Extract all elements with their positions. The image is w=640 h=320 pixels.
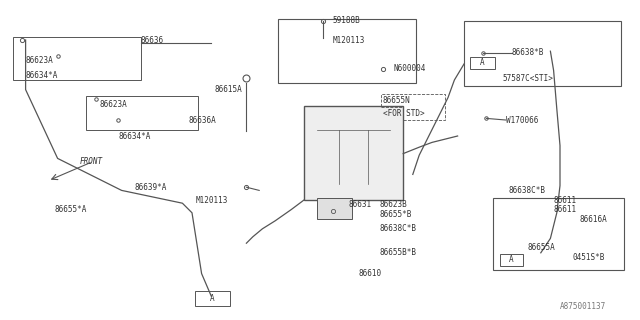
Text: 86638*B: 86638*B: [512, 48, 545, 57]
Bar: [317, 198, 352, 219]
Text: 86639*A: 86639*A: [134, 183, 167, 192]
Text: 86623A: 86623A: [99, 100, 127, 108]
Bar: [195, 291, 230, 306]
Bar: [304, 106, 403, 200]
Bar: [500, 254, 523, 266]
Text: <FOR STD>: <FOR STD>: [383, 109, 424, 118]
Text: 0451S*B: 0451S*B: [573, 253, 605, 262]
Text: 57587C<STI>: 57587C<STI>: [502, 74, 553, 83]
Text: N600004: N600004: [394, 64, 426, 73]
Text: 86623A: 86623A: [26, 56, 53, 65]
Text: 86636: 86636: [141, 36, 164, 44]
Text: 86638C*B: 86638C*B: [509, 186, 546, 195]
Text: 86615A: 86615A: [214, 85, 242, 94]
Text: 86616A: 86616A: [579, 215, 607, 224]
Text: 86623B: 86623B: [380, 200, 407, 209]
Bar: [464, 21, 621, 86]
Bar: [278, 19, 416, 83]
Text: 86655N: 86655N: [383, 96, 410, 105]
Text: 86636A: 86636A: [189, 116, 216, 124]
Text: 86634*A: 86634*A: [26, 71, 58, 80]
Text: 86610: 86610: [358, 269, 381, 278]
Text: 86611: 86611: [554, 205, 577, 214]
Bar: [13, 37, 141, 80]
Text: 86655B*B: 86655B*B: [380, 248, 417, 257]
Text: 59188B: 59188B: [333, 16, 360, 25]
Text: A: A: [509, 255, 514, 264]
Text: 86655*A: 86655*A: [54, 205, 87, 214]
Bar: [470, 57, 495, 69]
Text: 86631: 86631: [349, 200, 372, 209]
Bar: [493, 198, 624, 270]
Text: 86655A: 86655A: [528, 244, 556, 252]
Bar: [86, 96, 198, 130]
Bar: [381, 94, 445, 120]
Text: A875001137: A875001137: [560, 302, 606, 311]
Text: 86655*B: 86655*B: [380, 210, 412, 219]
Text: W170066: W170066: [506, 116, 538, 124]
Text: 86611: 86611: [554, 196, 577, 204]
Text: 86638C*B: 86638C*B: [380, 224, 417, 233]
Text: A: A: [480, 58, 485, 67]
Text: M120113: M120113: [333, 36, 365, 44]
Text: 86634*A: 86634*A: [118, 132, 151, 140]
Text: FRONT: FRONT: [80, 157, 103, 166]
Text: A: A: [210, 294, 215, 303]
Text: M120113: M120113: [195, 196, 228, 204]
